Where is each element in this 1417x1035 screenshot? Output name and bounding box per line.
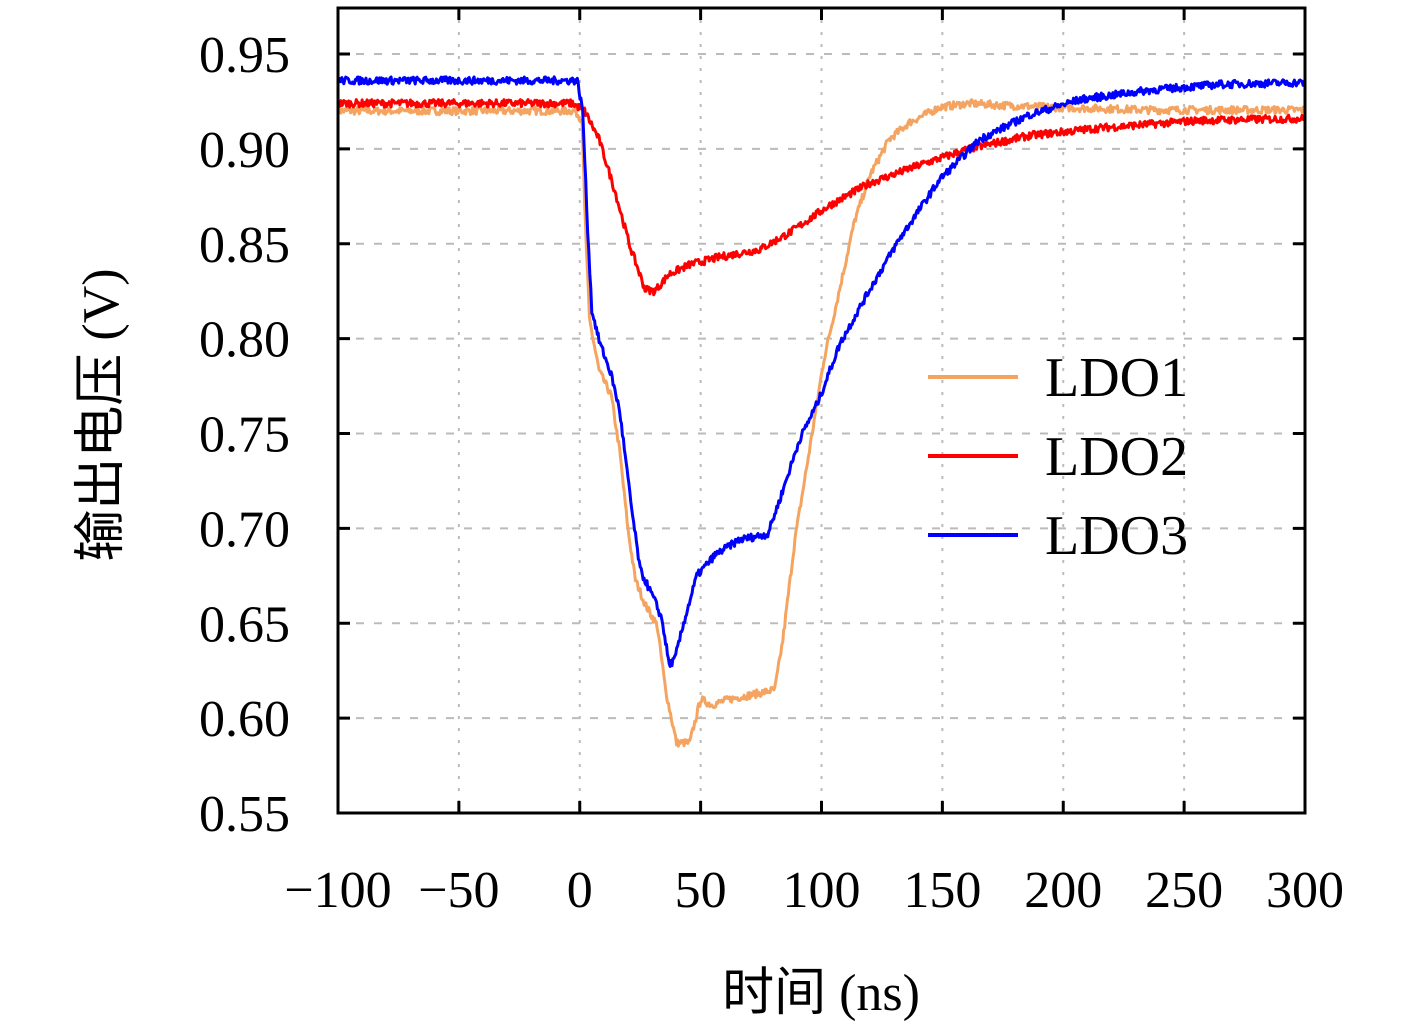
ticks bbox=[336, 8, 1307, 815]
x-tick-label: 300 bbox=[1266, 862, 1344, 919]
y-tick-label: 0.90 bbox=[199, 122, 290, 179]
x-tick-labels: −100 −50 0 50 100 150 200 250 300 bbox=[284, 862, 1344, 919]
x-tick-label: 200 bbox=[1024, 862, 1102, 919]
x-tick-label: −50 bbox=[418, 862, 499, 919]
legend: LDO1 LDO2 LDO3 bbox=[928, 347, 1188, 567]
legend-label: LDO3 bbox=[1045, 505, 1188, 567]
y-tick-label: 0.95 bbox=[199, 27, 290, 84]
legend-label: LDO2 bbox=[1045, 426, 1188, 488]
y-tick-label: 0.70 bbox=[199, 501, 290, 558]
y-tick-label: 0.85 bbox=[199, 217, 290, 274]
x-tick-label: 0 bbox=[567, 862, 593, 919]
y-tick-label: 0.65 bbox=[199, 596, 290, 653]
y-tick-labels: 0.55 0.60 0.65 0.70 0.75 0.80 0.85 0.90 0.95 bbox=[199, 27, 290, 843]
x-tick-label: 100 bbox=[783, 862, 861, 919]
series-line-ldo2 bbox=[336, 98, 1307, 297]
y-axis-label: 输出电压 (V) bbox=[73, 268, 130, 561]
y-tick-label: 0.75 bbox=[199, 407, 290, 464]
x-tick-label: 50 bbox=[675, 862, 727, 919]
series-lines bbox=[336, 75, 1307, 748]
y-tick-label: 0.60 bbox=[199, 691, 290, 748]
x-axis-label: 时间 (ns) bbox=[722, 965, 920, 1022]
x-tick-label: 250 bbox=[1145, 862, 1223, 919]
series-line-ldo1 bbox=[336, 98, 1307, 748]
legend-label: LDO1 bbox=[1045, 347, 1188, 409]
series-line-ldo3 bbox=[336, 75, 1306, 668]
y-tick-label: 0.55 bbox=[199, 786, 290, 843]
x-tick-label: 150 bbox=[903, 862, 981, 919]
x-tick-label: −100 bbox=[284, 862, 391, 919]
grid bbox=[338, 8, 1305, 813]
y-tick-label: 0.80 bbox=[199, 312, 290, 369]
